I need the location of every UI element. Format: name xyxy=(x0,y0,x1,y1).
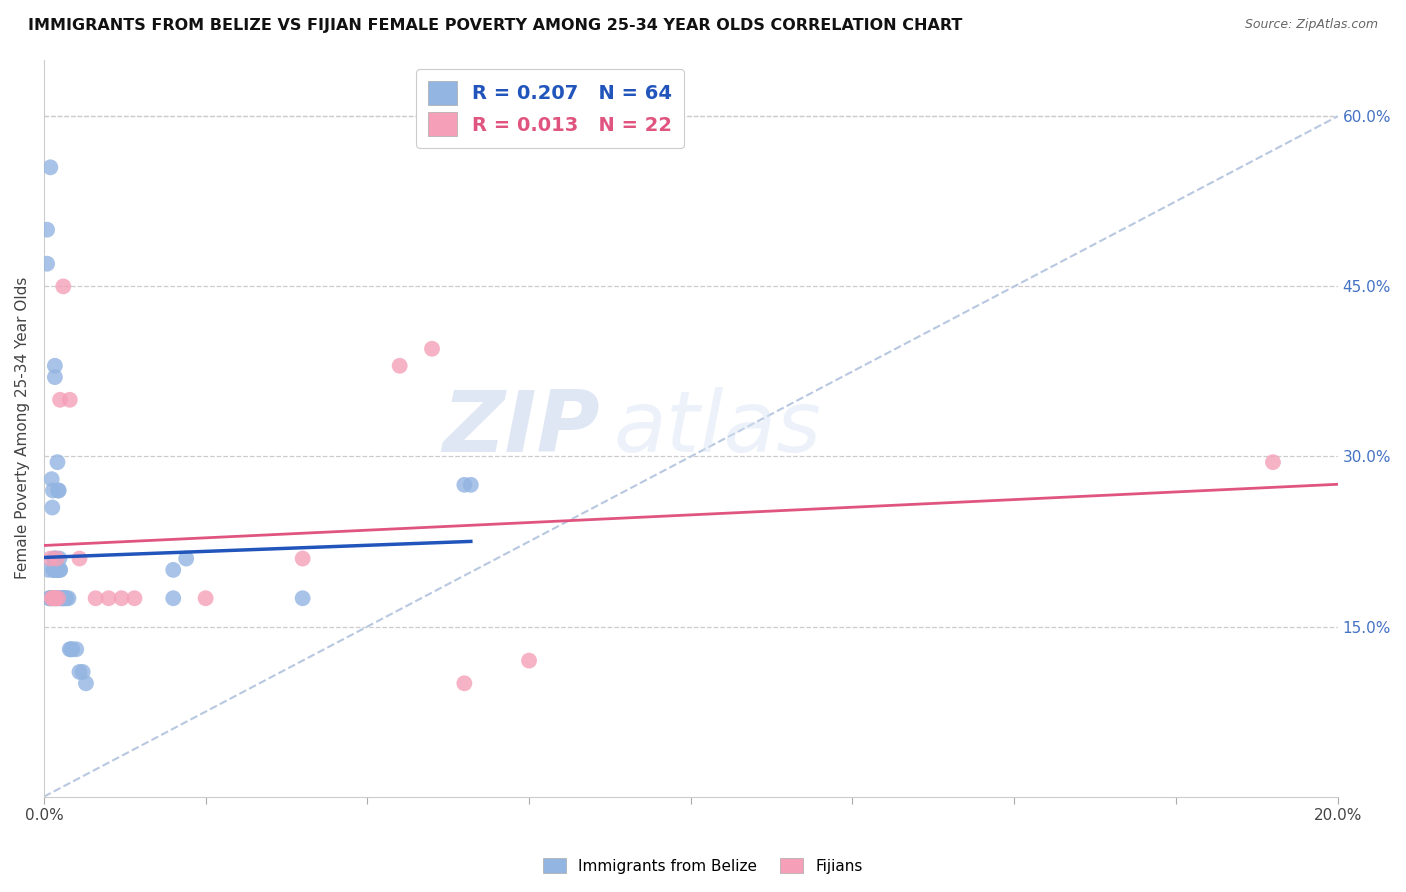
Point xyxy=(44,551,66,566)
Point xyxy=(44,370,66,384)
Legend: Immigrants from Belize, Fijians: Immigrants from Belize, Fijians xyxy=(537,852,869,880)
Point xyxy=(124,591,146,606)
Point xyxy=(55,591,77,606)
Point xyxy=(49,392,72,407)
Point xyxy=(517,654,540,668)
Point xyxy=(51,591,73,606)
Point xyxy=(162,591,184,606)
Point xyxy=(44,563,66,577)
Point xyxy=(60,642,83,657)
Point xyxy=(45,591,67,606)
Point xyxy=(45,591,67,606)
Point xyxy=(291,591,314,606)
Point xyxy=(58,591,80,606)
Point xyxy=(453,478,475,492)
Point xyxy=(59,642,82,657)
Point xyxy=(49,563,72,577)
Point xyxy=(44,563,66,577)
Point xyxy=(48,483,70,498)
Point xyxy=(37,563,59,577)
Point xyxy=(46,483,69,498)
Y-axis label: Female Poverty Among 25-34 Year Olds: Female Poverty Among 25-34 Year Olds xyxy=(15,277,30,579)
Point xyxy=(45,551,67,566)
Text: IMMIGRANTS FROM BELIZE VS FIJIAN FEMALE POVERTY AMONG 25-34 YEAR OLDS CORRELATIO: IMMIGRANTS FROM BELIZE VS FIJIAN FEMALE … xyxy=(28,18,963,33)
Text: Source: ZipAtlas.com: Source: ZipAtlas.com xyxy=(1244,18,1378,31)
Point xyxy=(49,563,72,577)
Point xyxy=(46,455,69,469)
Point xyxy=(45,563,67,577)
Point xyxy=(53,591,76,606)
Point xyxy=(60,642,83,657)
Point xyxy=(42,591,65,606)
Point xyxy=(52,279,75,293)
Point xyxy=(44,359,66,373)
Point xyxy=(84,591,107,606)
Point xyxy=(45,563,67,577)
Point xyxy=(72,665,94,679)
Point xyxy=(48,551,70,566)
Point xyxy=(453,676,475,690)
Point xyxy=(75,676,97,690)
Point xyxy=(110,591,132,606)
Point xyxy=(460,478,482,492)
Point xyxy=(39,591,62,606)
Point xyxy=(1261,455,1284,469)
Point xyxy=(42,591,65,606)
Point xyxy=(52,591,75,606)
Point xyxy=(194,591,217,606)
Point xyxy=(291,551,314,566)
Point xyxy=(46,563,69,577)
Point xyxy=(45,563,67,577)
Point xyxy=(44,551,66,566)
Point xyxy=(46,591,69,606)
Point xyxy=(39,591,62,606)
Point xyxy=(42,563,65,577)
Point xyxy=(174,551,197,566)
Text: ZIP: ZIP xyxy=(443,386,600,469)
Point xyxy=(37,257,59,271)
Text: atlas: atlas xyxy=(613,386,821,469)
Point xyxy=(97,591,120,606)
Point xyxy=(52,591,75,606)
Point xyxy=(42,591,65,606)
Point xyxy=(45,591,67,606)
Point xyxy=(39,591,62,606)
Point xyxy=(44,551,66,566)
Point xyxy=(41,472,63,486)
Point xyxy=(51,591,73,606)
Point xyxy=(42,483,65,498)
Point xyxy=(45,563,67,577)
Point xyxy=(38,591,60,606)
Point xyxy=(69,665,91,679)
Point xyxy=(41,591,63,606)
Point xyxy=(162,563,184,577)
Point xyxy=(39,551,62,566)
Legend: R = 0.207   N = 64, R = 0.013   N = 22: R = 0.207 N = 64, R = 0.013 N = 22 xyxy=(416,70,683,148)
Point xyxy=(388,359,411,373)
Point xyxy=(420,342,443,356)
Point xyxy=(44,591,66,606)
Point xyxy=(39,591,62,606)
Point xyxy=(44,591,66,606)
Point xyxy=(51,591,73,606)
Point xyxy=(39,161,62,175)
Point xyxy=(59,392,82,407)
Point xyxy=(42,563,65,577)
Point xyxy=(46,563,69,577)
Point xyxy=(44,591,66,606)
Point xyxy=(37,223,59,237)
Point xyxy=(53,591,76,606)
Point xyxy=(45,563,67,577)
Point xyxy=(65,642,87,657)
Point xyxy=(69,551,91,566)
Point xyxy=(41,500,63,515)
Point xyxy=(49,591,72,606)
Point xyxy=(45,563,67,577)
